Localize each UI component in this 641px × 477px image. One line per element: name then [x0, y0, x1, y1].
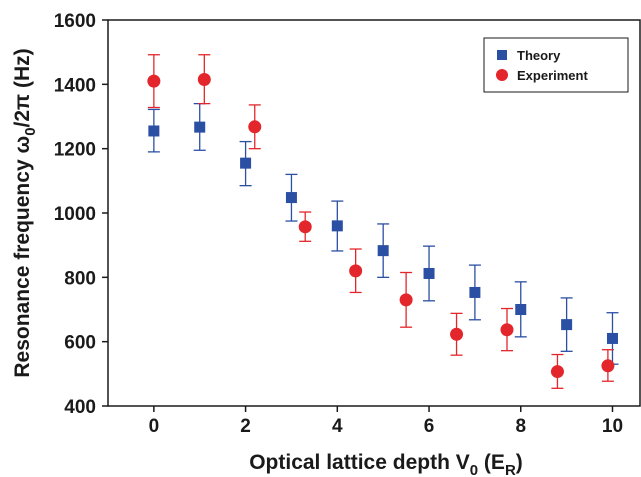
- theory-point: [515, 304, 527, 315]
- legend-label: Theory: [517, 48, 561, 63]
- x-tick-label: 2: [240, 416, 251, 437]
- theory-point: [148, 125, 160, 137]
- x-tick-label: 4: [332, 416, 343, 437]
- x-tick-label: 10: [602, 416, 623, 437]
- legend-marker-theory: [497, 50, 507, 60]
- x-tick-label: 0: [149, 416, 160, 437]
- theory-point: [240, 157, 252, 169]
- legend-box: [483, 37, 629, 93]
- legend-label: Experiment: [517, 68, 588, 83]
- y-tick-label: 400: [64, 397, 96, 418]
- x-axis-title: Optical lattice depth V0 (ER): [249, 451, 523, 477]
- theory-point: [561, 319, 573, 331]
- y-tick-label: 1000: [54, 204, 96, 225]
- theory-point: [423, 267, 435, 279]
- y-tick-label: 600: [64, 333, 96, 354]
- x-tick-label: 8: [515, 416, 526, 437]
- experiment-point: [601, 359, 615, 373]
- experiment-point: [399, 293, 413, 307]
- theory-point: [285, 192, 297, 204]
- y-tick-label: 1600: [54, 11, 96, 32]
- x-tick-label: 6: [424, 416, 435, 437]
- y-tick-label: 1200: [54, 140, 96, 161]
- error-bars: [147, 54, 619, 389]
- experiment-point: [147, 74, 161, 88]
- experiment-point: [248, 120, 262, 134]
- experiment-point: [197, 73, 211, 87]
- theory-point: [194, 121, 206, 133]
- theory-point: [377, 245, 389, 257]
- legend-marker-experiment: [496, 69, 508, 81]
- y-tick-label: 800: [64, 268, 96, 289]
- axes: 0 2 4 6 8 10 400 600 800 1000 1200 1400 1600: [54, 11, 641, 437]
- experiment-point: [349, 264, 363, 278]
- experiment-point: [298, 220, 312, 234]
- experiment-point: [550, 365, 564, 379]
- theory-point: [469, 286, 481, 298]
- theory-point: [606, 332, 618, 344]
- legend: Theory Experiment: [483, 37, 629, 93]
- experiment-point: [450, 327, 464, 341]
- y-axis-title: Resonance frequency ω0/2π (Hz): [11, 48, 39, 377]
- y-tick-label: 1400: [54, 75, 96, 96]
- data-marks: [147, 73, 618, 379]
- experiment-point: [500, 323, 514, 337]
- theory-point: [331, 220, 343, 232]
